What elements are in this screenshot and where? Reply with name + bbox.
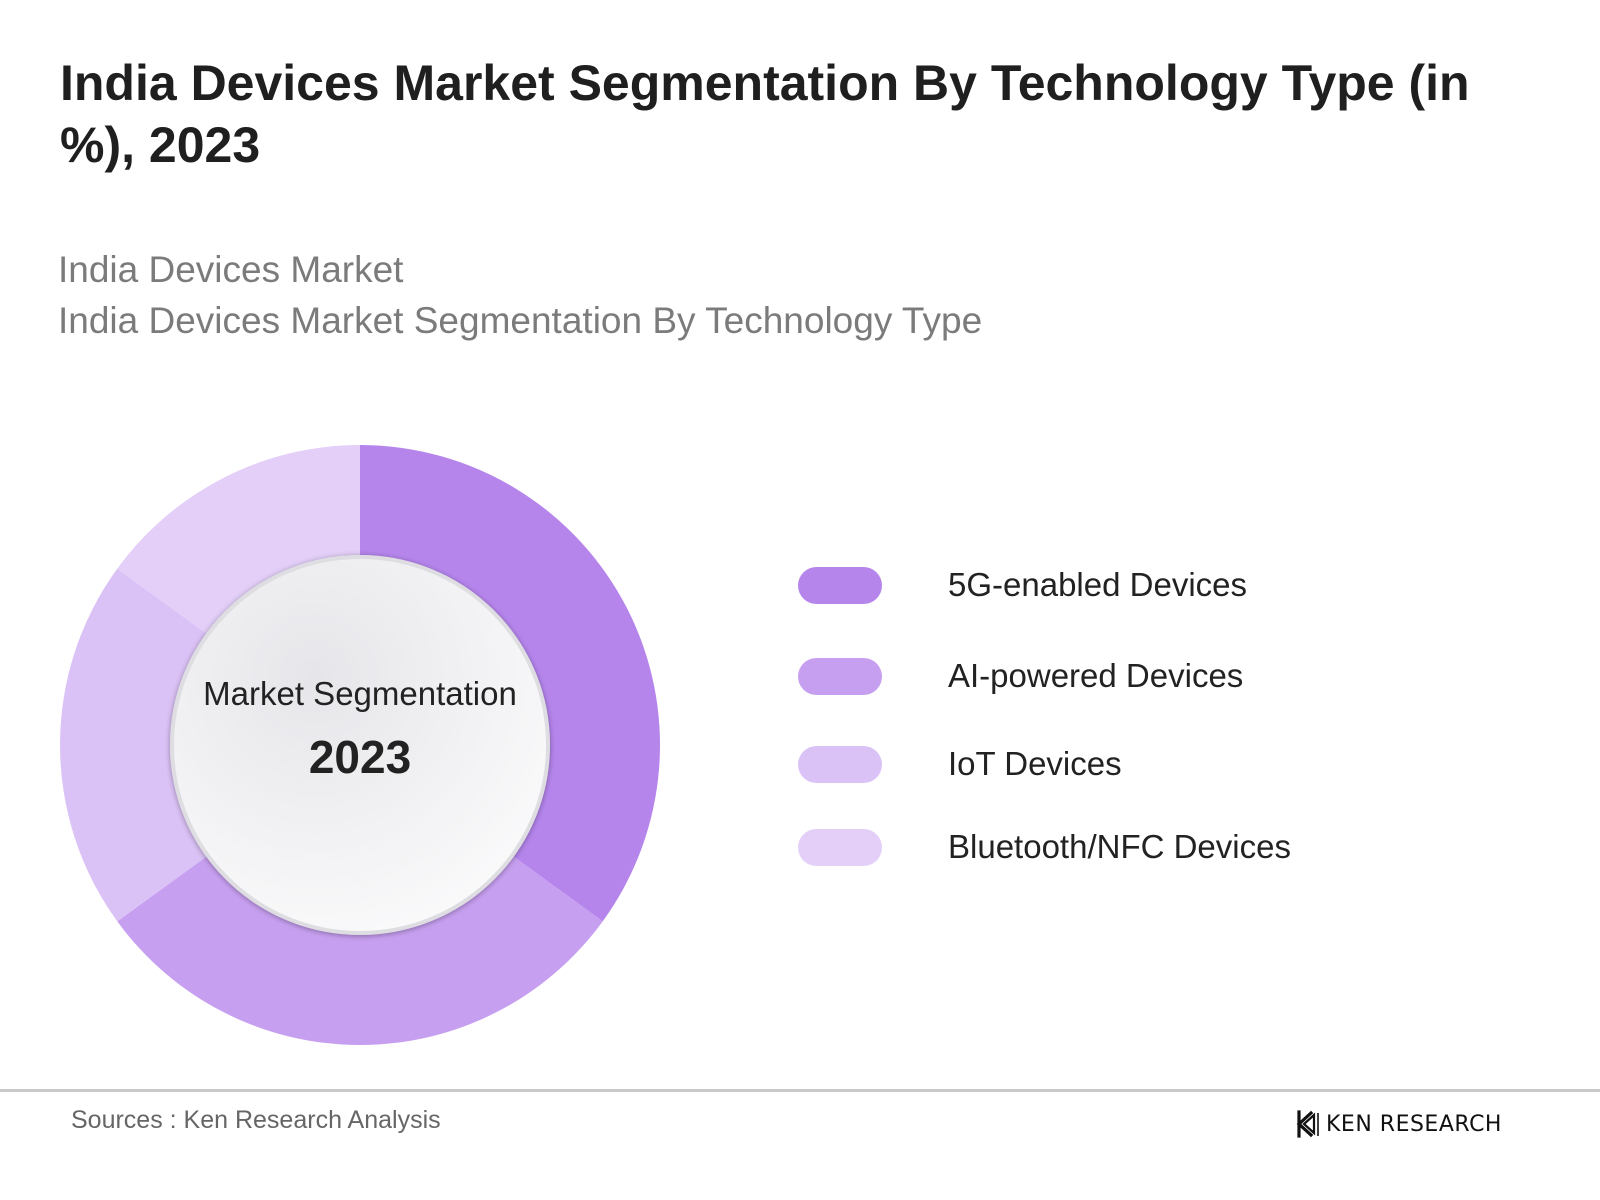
donut-slice-iot-devices (60, 568, 208, 922)
subtitle-segmentation: India Devices Market Segmentation By Tec… (58, 300, 983, 341)
legend-swatch (798, 658, 882, 695)
donut-slice-5g-enabled-devices (360, 445, 660, 922)
legend-swatch (798, 567, 882, 604)
center-label: Market Segmentation (203, 675, 517, 712)
subtitle-market: India Devices Market (58, 249, 404, 290)
legend-swatch (798, 746, 882, 783)
brand-name: KEN RESEARCH (1326, 1112, 1502, 1137)
donut-slices (60, 445, 660, 1045)
source-note: Sources : Ken Research Analysis (71, 1106, 441, 1134)
legend-label: 5G-enabled Devices (948, 566, 1247, 603)
ken-research-logo-icon (1296, 1110, 1319, 1138)
chart-area: Market Segmentation 2023 5G-enabled Devi… (0, 400, 1600, 1080)
donut-chart (60, 445, 660, 1045)
legend-swatch (798, 829, 882, 866)
center-year: 2023 (308, 731, 412, 783)
footer-divider (0, 1089, 1600, 1092)
donut-slice-ai-powered-devices (117, 855, 603, 1045)
chart-title: India Devices Market Segmentation By Tec… (60, 55, 1470, 173)
legend-label: AI-powered Devices (948, 657, 1244, 694)
legend-label: IoT Devices (948, 745, 1122, 782)
legend-label: Bluetooth/NFC Devices (948, 828, 1291, 865)
donut-center-disc (170, 555, 550, 935)
donut-slice-bluetooth-nfc-devices (117, 445, 361, 635)
subtitle-block: India Devices Market India Devices Marke… (58, 244, 982, 346)
